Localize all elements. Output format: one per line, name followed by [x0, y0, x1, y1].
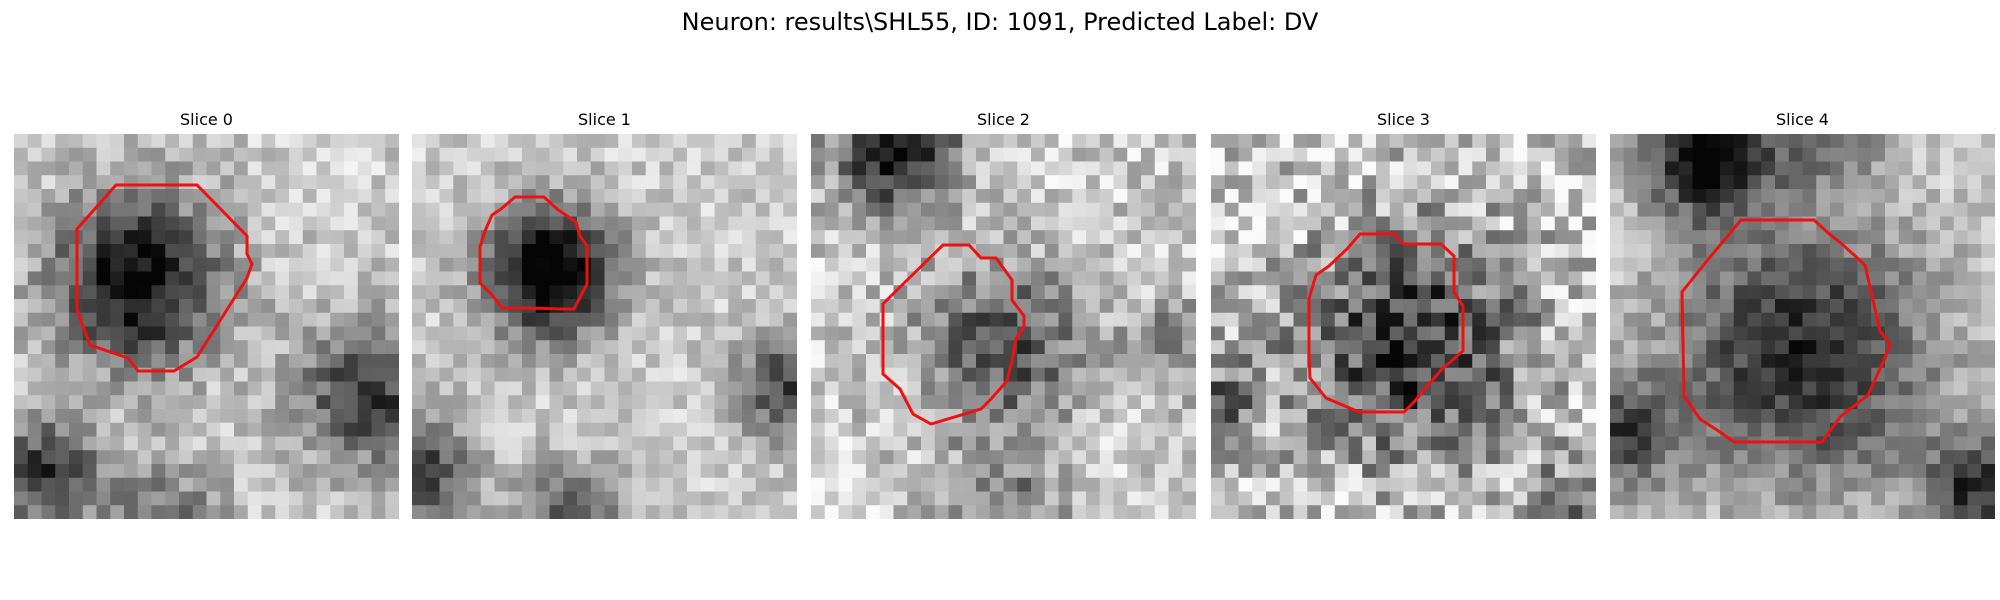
slice-title: Slice 1 [578, 110, 631, 129]
microscopy-pixels [811, 134, 1196, 519]
slice-image-2 [811, 134, 1196, 519]
microscopy-pixels [1610, 134, 1995, 519]
figure-title: Neuron: results\SHL55, ID: 1091, Predict… [681, 8, 1319, 36]
slice-panel-0: Slice 0 [14, 110, 399, 519]
microscopy-pixels [1211, 134, 1596, 519]
slice-panel-1: Slice 1 [412, 110, 797, 519]
microscopy-pixels [14, 134, 399, 519]
neuron-contour [1680, 218, 1892, 444]
neuron-contour [478, 195, 589, 311]
slice-panel-3: Slice 3 [1211, 110, 1596, 519]
slice-image-4 [1610, 134, 1995, 519]
neuron-contour [881, 243, 1026, 426]
slice-image-0 [14, 134, 399, 519]
slice-panel-4: Slice 4 [1610, 110, 1995, 519]
slice-panel-2: Slice 2 [811, 110, 1196, 519]
slice-title: Slice 4 [1776, 110, 1829, 129]
slice-title: Slice 3 [1377, 110, 1430, 129]
slice-title: Slice 0 [180, 110, 233, 129]
neuron-contour [75, 183, 254, 373]
slice-image-1 [412, 134, 797, 519]
microscopy-pixels [412, 134, 797, 519]
slice-title: Slice 2 [977, 110, 1030, 129]
slice-image-3 [1211, 134, 1596, 519]
neuron-contour [1307, 232, 1465, 414]
